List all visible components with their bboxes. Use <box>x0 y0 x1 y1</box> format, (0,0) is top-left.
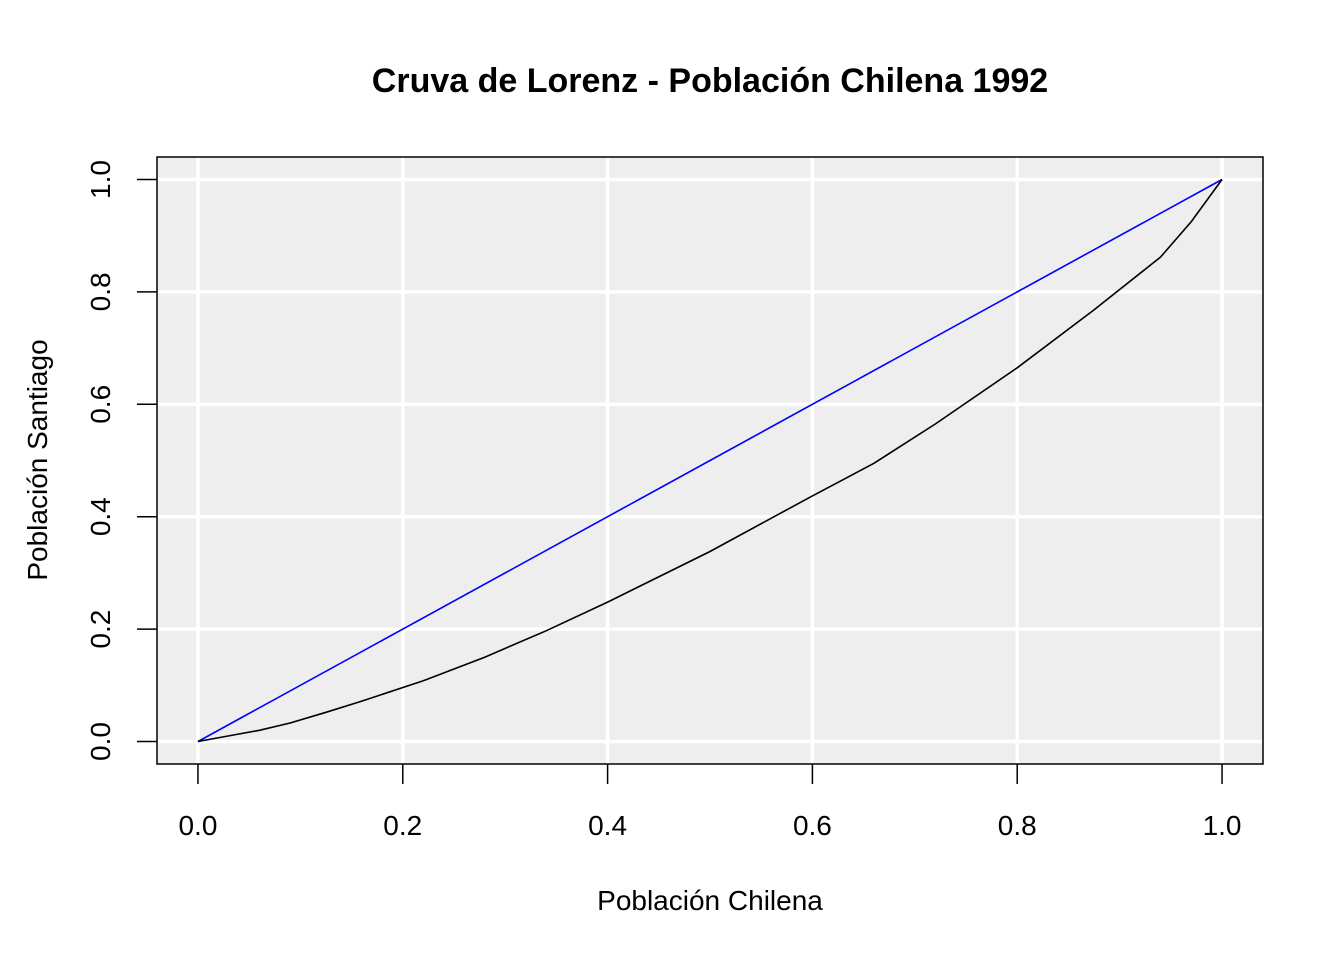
x-axis: 0.0 0.2 0.4 0.6 0.8 1.0 <box>178 764 1242 841</box>
series-layer <box>197 178 1223 743</box>
lorenz-curve <box>197 179 1223 743</box>
y-tick-label: 0.4 <box>85 497 116 536</box>
y-tick-label: 0.2 <box>85 610 116 649</box>
y-tick-label: 0.6 <box>85 385 116 424</box>
x-tick-label: 0.0 <box>178 810 217 841</box>
x-tick-label: 1.0 <box>1203 810 1242 841</box>
x-tick-label: 0.2 <box>383 810 422 841</box>
x-axis-title: Población Chilena <box>597 885 823 916</box>
y-axis-title: Población Santiago <box>22 339 53 580</box>
plot-frame <box>156 156 1264 765</box>
x-tick-label: 0.8 <box>998 810 1037 841</box>
y-tick-label: 0.8 <box>85 272 116 311</box>
equality-line <box>197 178 1223 743</box>
y-tick-label: 1.0 <box>85 160 116 199</box>
chart-title: Cruva de Lorenz - Población Chilena 1992 <box>372 62 1048 100</box>
x-tick-label: 0.4 <box>588 810 627 841</box>
y-tick-label: 0.0 <box>85 722 116 761</box>
grid <box>157 157 1263 764</box>
x-tick-label: 0.6 <box>793 810 832 841</box>
y-axis: 0.0 0.2 0.4 0.6 0.8 1.0 <box>85 160 157 761</box>
